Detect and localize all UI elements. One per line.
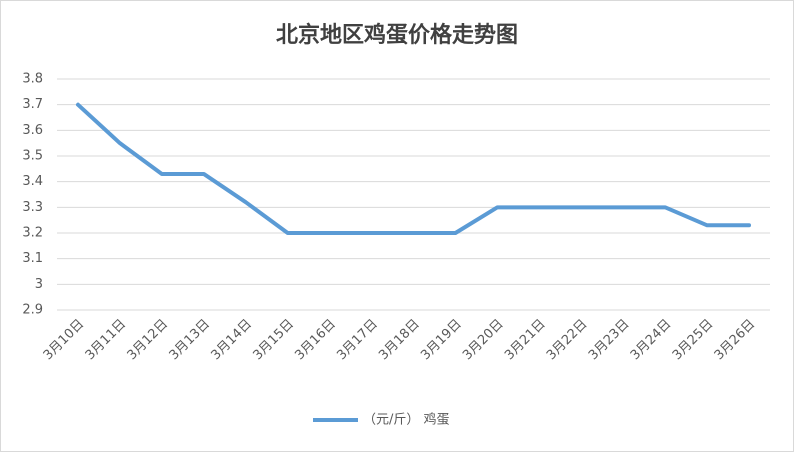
y-tick-label: 3 <box>35 277 43 292</box>
y-tick-label: 3.4 <box>22 174 43 189</box>
legend-label: （元/斤） 鸡蛋 <box>363 412 450 428</box>
y-tick-label: 3.3 <box>22 200 43 215</box>
y-tick-label: 3.1 <box>22 251 43 266</box>
y-tick-label: 3.5 <box>22 149 43 164</box>
chart-title: 北京地区鸡蛋价格走势图 <box>276 22 518 48</box>
y-tick-label: 3.2 <box>22 226 43 241</box>
y-tick-label: 2.9 <box>22 303 43 318</box>
y-tick-label: 3.7 <box>22 97 43 112</box>
series-line <box>75 102 752 235</box>
y-tick-label: 3.6 <box>22 123 43 138</box>
y-tick-label: 3.8 <box>22 72 43 87</box>
